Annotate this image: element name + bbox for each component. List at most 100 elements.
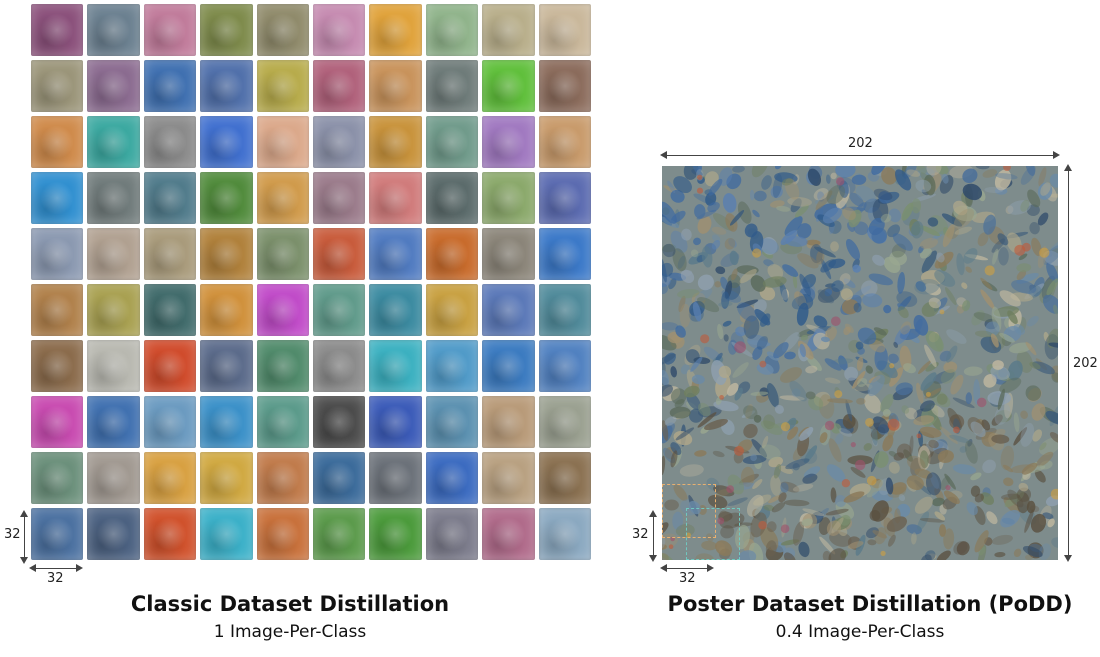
poster-brushstroke: [662, 353, 676, 366]
poster-height-arrow-up: [1064, 164, 1072, 171]
poster-brushstroke: [983, 374, 997, 388]
poster-brushstroke: [722, 193, 737, 213]
poster-brushstroke: [784, 351, 796, 360]
poster-brushstroke: [856, 356, 864, 371]
poster-brushstroke: [773, 464, 782, 479]
poster-brushstroke: [692, 301, 702, 322]
poster-brushstroke: [779, 282, 788, 303]
patch-outline-2: [686, 508, 740, 560]
distilled-image-tile: [538, 340, 591, 392]
poster-brushstroke: [856, 397, 866, 405]
poster-accent: [945, 485, 951, 491]
distilled-image-tile: [313, 60, 366, 112]
distilled-image-tile: [143, 228, 197, 280]
poster-brushstroke: [839, 273, 851, 285]
tile-width-arrow-left: [29, 564, 36, 572]
poster-brushstroke: [1021, 462, 1038, 475]
poster-brushstroke: [827, 398, 853, 404]
poster-accent: [685, 532, 691, 538]
poster-brushstroke: [987, 391, 1011, 406]
poster-brushstroke: [1029, 222, 1040, 235]
distilled-image-tile: [143, 172, 197, 224]
poster-brushstroke: [690, 356, 703, 372]
poster-brushstroke: [965, 392, 973, 405]
poster-brushstroke: [806, 239, 821, 246]
poster-brushstroke: [752, 346, 763, 360]
distilled-image-tile: [200, 4, 253, 56]
distilled-image-tile: [425, 452, 479, 504]
poster-brushstroke: [662, 544, 667, 550]
poster-brushstroke: [720, 525, 735, 539]
poster-brushstroke: [1013, 412, 1020, 433]
distilled-image-tile: [87, 284, 140, 336]
poster-brushstroke: [752, 479, 763, 489]
poster-brushstroke: [769, 200, 785, 208]
poster-brushstroke: [749, 189, 755, 201]
poster-brushstroke: [974, 530, 989, 553]
poster-brushstroke: [882, 408, 891, 417]
poster-brushstroke: [936, 393, 948, 405]
poster-brushstroke: [776, 205, 791, 212]
poster-brushstroke: [675, 427, 695, 441]
distilled-image-tile: [256, 396, 309, 448]
poster-brushstroke: [737, 201, 752, 224]
poster-brushstroke: [941, 173, 949, 184]
podd-title: Poster Dataset Distillation (PoDD): [667, 592, 1073, 616]
poster-brushstroke: [864, 393, 882, 414]
poster-brushstroke: [1013, 548, 1022, 558]
poster-brushstroke: [721, 291, 730, 309]
poster-brushstroke: [1043, 244, 1058, 266]
poster-brushstroke: [1027, 189, 1041, 208]
distilled-image-tile: [143, 60, 197, 112]
patch-width-arrow: [662, 568, 712, 569]
poster-brushstroke: [980, 277, 993, 290]
poster-brushstroke: [943, 528, 955, 550]
patch-outline-1: [662, 484, 716, 538]
poster-brushstroke: [999, 290, 1021, 307]
poster-accent: [700, 334, 710, 344]
poster-brushstroke: [872, 198, 889, 223]
distilled-image-tile: [87, 60, 140, 112]
poster-brushstroke: [766, 351, 780, 361]
poster-accent: [719, 395, 724, 400]
poster-accent: [916, 433, 922, 439]
poster-brushstroke: [824, 377, 841, 384]
poster-brushstroke: [1038, 167, 1047, 187]
poster-brushstroke: [930, 405, 945, 418]
distilled-image-tile: [313, 4, 366, 56]
distilled-image-tile: [200, 452, 253, 504]
poster-brushstroke: [834, 433, 844, 445]
poster-brushstroke: [980, 289, 995, 309]
poster-accent: [880, 550, 886, 556]
poster-brushstroke: [763, 259, 774, 267]
poster-brushstroke: [888, 208, 901, 223]
poster-brushstroke: [828, 438, 842, 463]
poster-brushstroke: [886, 516, 907, 532]
poster-brushstroke: [697, 215, 712, 234]
poster-brushstroke: [718, 301, 733, 307]
poster-brushstroke: [880, 393, 894, 412]
distilled-image-tile: [538, 60, 591, 112]
poster-brushstroke: [761, 237, 778, 255]
poster-brushstroke: [784, 216, 803, 237]
distilled-image-tile: [31, 228, 84, 280]
poster-brushstroke: [889, 250, 907, 266]
poster-brushstroke: [751, 438, 768, 458]
poster-brushstroke: [694, 450, 707, 457]
distilled-image-tile: [200, 284, 253, 336]
poster-brushstroke: [889, 482, 907, 495]
poster-brushstroke: [1016, 263, 1032, 273]
poster-brushstroke: [893, 341, 899, 348]
poster-brushstroke: [927, 217, 939, 227]
poster-brushstroke: [872, 530, 888, 539]
poster-brushstroke: [920, 400, 935, 412]
distilled-image-tile: [87, 4, 140, 56]
poster-brushstroke: [991, 434, 1010, 444]
distilled-image-tile: [538, 4, 591, 56]
poster-brushstroke: [956, 541, 970, 556]
distilled-image-tile: [538, 228, 591, 280]
poster-brushstroke: [750, 454, 758, 462]
poster-brushstroke: [939, 426, 958, 444]
poster-brushstroke: [662, 537, 666, 549]
poster-brushstroke: [845, 399, 853, 422]
